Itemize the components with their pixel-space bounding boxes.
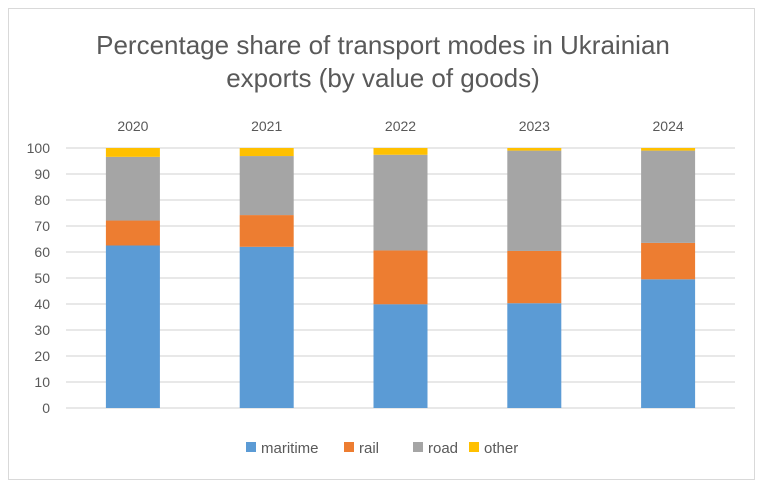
bar-segment-road <box>105 156 160 221</box>
legend-label-other: other <box>484 440 518 457</box>
bar-segment-maritime <box>507 303 562 408</box>
y-tick-label: 50 <box>34 270 50 286</box>
bar-segment-maritime <box>239 246 294 408</box>
y-tick-label: 80 <box>34 192 50 208</box>
category-label: 2023 <box>519 118 550 134</box>
legend-label-road: road <box>428 440 458 457</box>
bar-segment-rail <box>239 215 294 247</box>
bar-segment-road <box>373 154 428 251</box>
y-tick-label: 20 <box>34 348 50 364</box>
legend-swatch-maritime <box>246 442 256 452</box>
chart-frame <box>8 8 755 480</box>
legend-label-rail: rail <box>359 440 379 457</box>
legend-swatch-road <box>413 442 423 452</box>
category-label: 2024 <box>653 118 684 134</box>
bar-segment-other <box>105 148 160 157</box>
category-label: 2022 <box>385 118 416 134</box>
bar-segment-rail <box>373 250 428 305</box>
y-tick-label: 10 <box>34 374 50 390</box>
y-tick-label: 70 <box>34 218 50 234</box>
bar-segment-other <box>641 148 696 151</box>
bar-segment-road <box>239 156 294 216</box>
y-tick-label: 90 <box>34 166 50 182</box>
y-tick-label: 40 <box>34 296 50 312</box>
legend-label-maritime: maritime <box>261 440 319 457</box>
legend-swatch-rail <box>344 442 354 452</box>
legend-swatch-other <box>469 442 479 452</box>
category-label: 2021 <box>251 118 282 134</box>
bar-segment-rail <box>641 242 696 280</box>
bar-segment-road <box>507 150 562 251</box>
chart-title-line-1: Percentage share of transport modes in U… <box>96 30 670 60</box>
bar-segment-rail <box>507 250 562 304</box>
y-tick-label: 0 <box>42 400 50 416</box>
bar-segment-other <box>239 148 294 157</box>
bar-segment-other <box>373 148 428 155</box>
bar-segment-other <box>507 148 562 151</box>
chart-title-line-2: exports (by value of goods) <box>226 63 540 93</box>
bar-segment-maritime <box>105 245 160 408</box>
bar-segment-maritime <box>373 304 428 408</box>
bar-segment-rail <box>105 220 160 246</box>
bar-segment-maritime <box>641 279 696 408</box>
category-label: 2020 <box>117 118 148 134</box>
bar-segment-road <box>641 150 696 243</box>
y-tick-label: 30 <box>34 322 50 338</box>
y-tick-label: 100 <box>27 140 51 156</box>
y-tick-label: 60 <box>34 244 50 260</box>
